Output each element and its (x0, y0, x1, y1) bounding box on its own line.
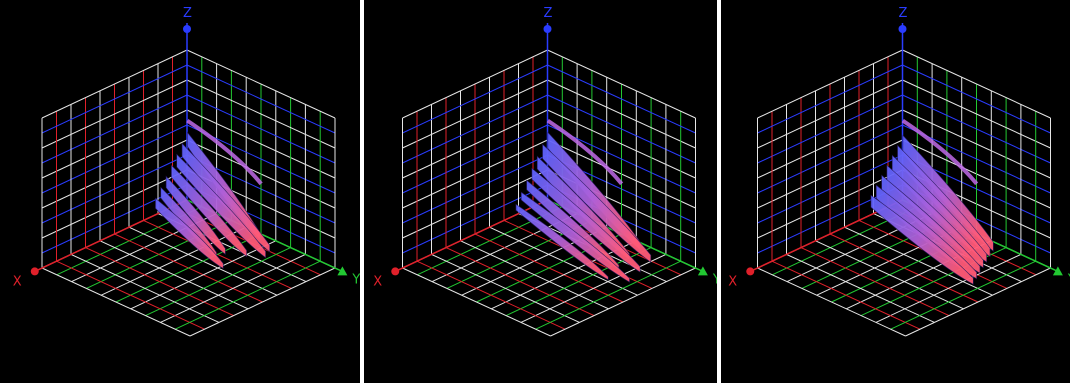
surface-fin (520, 191, 630, 283)
x-axis-marker-icon (746, 267, 755, 276)
right-wall-grid-line (186, 64, 336, 134)
surface (870, 118, 994, 285)
right-wall-grid-line (902, 49, 1051, 119)
floor-grid-line (815, 240, 964, 310)
floor-grid-line (445, 247, 595, 317)
left-wall-grid-line (41, 79, 188, 149)
right-wall-grid-line (547, 64, 696, 134)
left-wall-grid-line (757, 94, 903, 164)
right-wall-grid-line (547, 49, 696, 119)
y-axis-marker-icon (697, 266, 708, 276)
surface-fin (176, 153, 266, 259)
x-axis-label: X (728, 274, 737, 289)
left-wall-grid-line (757, 49, 903, 119)
left-wall-grid-line (41, 124, 188, 194)
floor-grid-line (491, 240, 637, 310)
right-wall-grid-line (186, 109, 336, 179)
floor-grid-line (520, 253, 667, 323)
right-wall-grid-line (186, 49, 336, 119)
surface-rim (546, 118, 624, 186)
floor-grid-line (890, 260, 1036, 330)
floor-grid-line (416, 260, 566, 330)
surface-fin (165, 175, 226, 255)
right-wall-grid-line (902, 109, 1051, 179)
surface-fin (171, 164, 247, 258)
left-wall-grid-line (757, 79, 903, 149)
surface (515, 118, 652, 283)
right-wall-grid-line (547, 109, 696, 179)
left-wall-grid-line (402, 109, 548, 179)
floor-grid-line (460, 240, 609, 310)
left-wall-grid-line (41, 64, 188, 134)
y-axis-label: Y (712, 272, 717, 287)
left-wall-grid-line (402, 49, 548, 119)
floor-grid-line (189, 267, 336, 337)
plot-panel-2[interactable]: Z X Y (364, 0, 717, 383)
z-axis-label: Z (544, 6, 553, 21)
plot-panel-1[interactable]: Z X Y (0, 0, 360, 383)
floor-grid-line (875, 253, 1022, 323)
left-wall-grid-line (41, 109, 188, 179)
z-axis-label: Z (183, 6, 192, 21)
surface-plot-1[interactable]: Z X Y (0, 0, 360, 383)
z-axis-marker-icon (543, 25, 552, 33)
floor-grid-line (786, 253, 935, 323)
left-wall-grid-line (402, 64, 548, 134)
right-wall-grid-line (547, 79, 696, 149)
z-axis-marker-icon (898, 25, 907, 33)
floor-grid-line (174, 260, 321, 330)
floor-grid-line (130, 240, 277, 310)
z-axis-marker-icon (183, 25, 191, 33)
right-wall-grid-line (186, 94, 336, 164)
surface-fin (515, 203, 609, 281)
x-axis-marker-icon (30, 267, 39, 276)
floor-grid-line (771, 260, 921, 330)
surface-plot-2[interactable]: Z X Y (364, 0, 717, 383)
left-wall-grid-line (402, 94, 548, 164)
x-axis-label: X (373, 274, 382, 289)
floor-grid-line (70, 253, 220, 323)
surface-rim (901, 118, 979, 186)
right-wall-grid-line (186, 79, 336, 149)
surface-rim (186, 118, 263, 186)
y-axis-marker-icon (337, 266, 348, 276)
floor-grid-line (905, 267, 1051, 337)
floor-grid-line (160, 253, 306, 323)
right-wall-grid-line (547, 94, 696, 164)
floor-grid-line (535, 260, 681, 330)
floor-grid-line (402, 267, 551, 337)
left-wall-grid-line (757, 109, 903, 179)
y-axis-label: Y (351, 272, 360, 287)
surface (155, 118, 271, 269)
left-wall-grid-line (757, 64, 903, 134)
z-axis-label: Z (899, 6, 908, 21)
surface-fin (870, 194, 974, 285)
floor-grid-line (757, 267, 906, 337)
y-axis-marker-icon (1052, 266, 1063, 276)
surface-fin (155, 197, 224, 269)
surface-plot-3[interactable]: Z X Y (721, 0, 1070, 383)
left-wall-grid-line (402, 124, 548, 194)
left-wall-grid-line (402, 79, 548, 149)
floor-grid-line (431, 253, 580, 323)
floor-grid-line (41, 267, 191, 337)
y-axis-label: Y (1067, 272, 1070, 287)
floor-grid-line (56, 260, 205, 330)
x-axis-marker-icon (391, 267, 400, 276)
x-axis-label: X (13, 274, 22, 289)
floor-grid-line (145, 247, 291, 317)
floor-grid-line (800, 247, 950, 317)
left-wall-grid-line (757, 124, 903, 194)
surface-fin (531, 167, 641, 273)
right-wall-grid-line (902, 94, 1051, 164)
left-wall-grid-line (41, 94, 188, 164)
left-wall-grid-line (41, 49, 188, 119)
floor-grid-line (85, 247, 234, 317)
floor-grid-line (550, 267, 696, 337)
floor-grid-line (99, 240, 249, 310)
right-wall-grid-line (902, 79, 1051, 149)
surface-fin (542, 143, 652, 263)
right-wall-grid-line (902, 64, 1051, 134)
plot-panel-3[interactable]: Z X Y (721, 0, 1070, 383)
